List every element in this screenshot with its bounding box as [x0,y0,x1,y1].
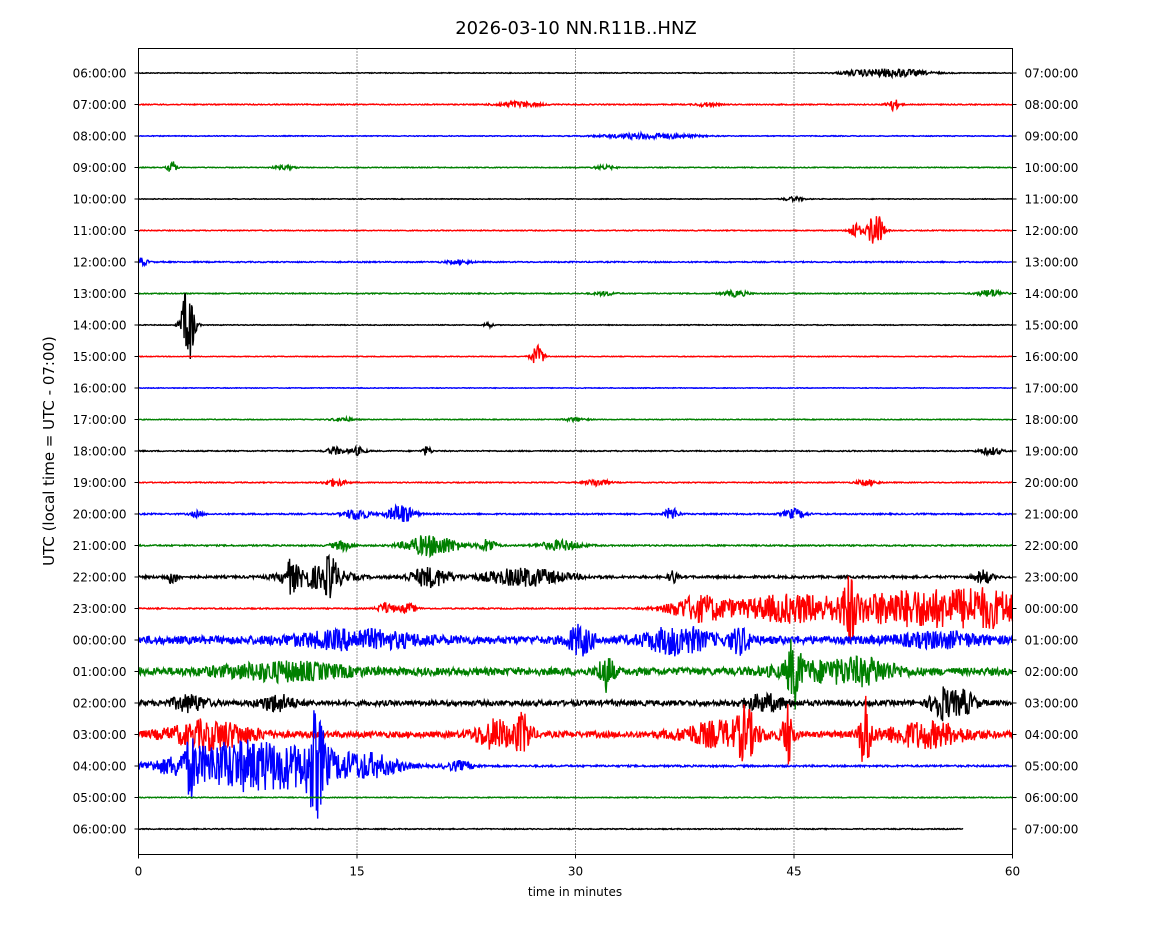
right-tick-label-10: 17:00:00 [1025,382,1079,396]
left-tick-label-4: 10:00:00 [73,193,127,207]
right-tick-label-22: 05:00:00 [1025,760,1079,774]
trace-line-21 [137,695,1014,765]
right-tick-label-23: 06:00:00 [1025,791,1079,805]
left-tick-label-9: 15:00:00 [73,350,127,364]
trace-line-23 [138,795,1014,800]
x-tick-label-45: 45 [786,865,801,879]
left-tick-label-0: 06:00:00 [73,67,127,81]
left-tick-label-2: 08:00:00 [73,130,127,144]
left-tick-label-12: 18:00:00 [73,445,127,459]
x-tick-label-60: 60 [1005,865,1020,879]
left-tick-label-16: 22:00:00 [73,571,127,585]
right-tick-label-1: 08:00:00 [1025,98,1079,112]
trace-line-17 [138,576,1014,644]
right-tick-label-15: 22:00:00 [1025,539,1079,553]
left-tick-label-10: 16:00:00 [73,382,127,396]
trace-line-5 [138,216,1013,244]
trace-line-4 [138,195,1013,204]
left-tick-label-17: 23:00:00 [73,602,127,616]
right-tick-label-4: 11:00:00 [1025,193,1079,207]
right-tick-label-19: 02:00:00 [1025,665,1079,679]
x-tick-label-15: 15 [349,865,364,879]
right-tick-label-13: 20:00:00 [1025,476,1079,490]
right-tick-label-24: 07:00:00 [1025,823,1079,837]
left-tick-label-1: 07:00:00 [73,98,127,112]
trace-line-18 [137,623,1014,657]
left-tick-label-24: 06:00:00 [73,823,127,837]
left-tick-label-6: 12:00:00 [73,256,127,270]
trace-line-8 [138,292,1014,360]
trace-line-10 [138,386,1013,390]
trace-line-19 [138,639,1014,710]
left-tick-label-20: 02:00:00 [73,697,127,711]
left-tick-label-18: 00:00:00 [73,634,127,648]
right-tick-label-14: 21:00:00 [1025,508,1079,522]
traces-group [137,67,1014,831]
trace-line-13 [138,477,1013,488]
right-tick-label-7: 14:00:00 [1025,287,1079,301]
trace-line-1 [138,99,1013,113]
left-tick-label-19: 01:00:00 [73,665,127,679]
right-tick-label-2: 09:00:00 [1025,130,1079,144]
left-tick-label-14: 20:00:00 [73,508,127,522]
trace-line-12 [137,444,1013,458]
right-tick-label-3: 10:00:00 [1025,161,1079,175]
left-tick-label-15: 21:00:00 [73,539,127,553]
x-axis-ticks: 0 15 30 45 60 [135,854,1020,879]
right-tick-label-16: 23:00:00 [1025,571,1079,585]
trace-line-24 [138,827,964,831]
left-tick-label-3: 09:00:00 [73,161,127,175]
trace-line-3 [138,161,1013,172]
right-tick-label-12: 19:00:00 [1025,445,1079,459]
right-tick-label-8: 15:00:00 [1025,319,1079,333]
right-tick-label-11: 18:00:00 [1025,413,1079,427]
trace-line-7 [138,288,1013,299]
right-tick-label-21: 04:00:00 [1025,728,1079,742]
left-tick-label-23: 05:00:00 [73,791,127,805]
trace-line-11 [138,414,1014,424]
chart-title: 2026-03-10 NN.R11B..HNZ [455,18,697,39]
x-tick-label-0: 0 [135,865,143,879]
right-tick-label-6: 13:00:00 [1025,256,1079,270]
left-tick-label-8: 14:00:00 [73,319,127,333]
left-tick-label-11: 17:00:00 [73,413,127,427]
left-tick-label-22: 04:00:00 [73,760,127,774]
trace-line-2 [138,130,1013,142]
x-tick-label-30: 30 [568,865,583,879]
right-tick-label-17: 00:00:00 [1025,602,1079,616]
y-axis-label: UTC (local time = UTC - 07:00) [40,336,58,566]
left-tick-labels: 06:00:00 07:00:00 08:00:00 09:00:00 10:00:00… [73,67,139,837]
trace-line-9 [138,343,1013,364]
left-tick-label-7: 13:00:00 [73,287,127,301]
left-tick-label-21: 03:00:00 [73,728,127,742]
right-tick-label-9: 16:00:00 [1025,350,1079,364]
left-tick-label-5: 11:00:00 [73,224,127,238]
x-axis-label: time in minutes [528,885,622,899]
left-tick-label-13: 19:00:00 [73,476,127,490]
right-tick-label-20: 03:00:00 [1025,697,1079,711]
right-tick-label-5: 12:00:00 [1025,224,1079,238]
right-tick-labels: 07:00:00 08:00:00 09:00:00 10:00:00 11:00:00… [1012,67,1079,837]
trace-line-22 [137,710,1014,819]
trace-line-20 [137,686,1014,722]
right-tick-label-0: 07:00:00 [1025,67,1079,81]
trace-line-15 [137,535,1014,559]
trace-line-16 [138,553,1013,599]
grid-lines [356,48,795,855]
trace-line-14 [138,503,1013,522]
right-tick-label-18: 01:00:00 [1025,634,1079,648]
trace-line-0 [138,67,1013,80]
trace-line-6 [137,257,1013,268]
